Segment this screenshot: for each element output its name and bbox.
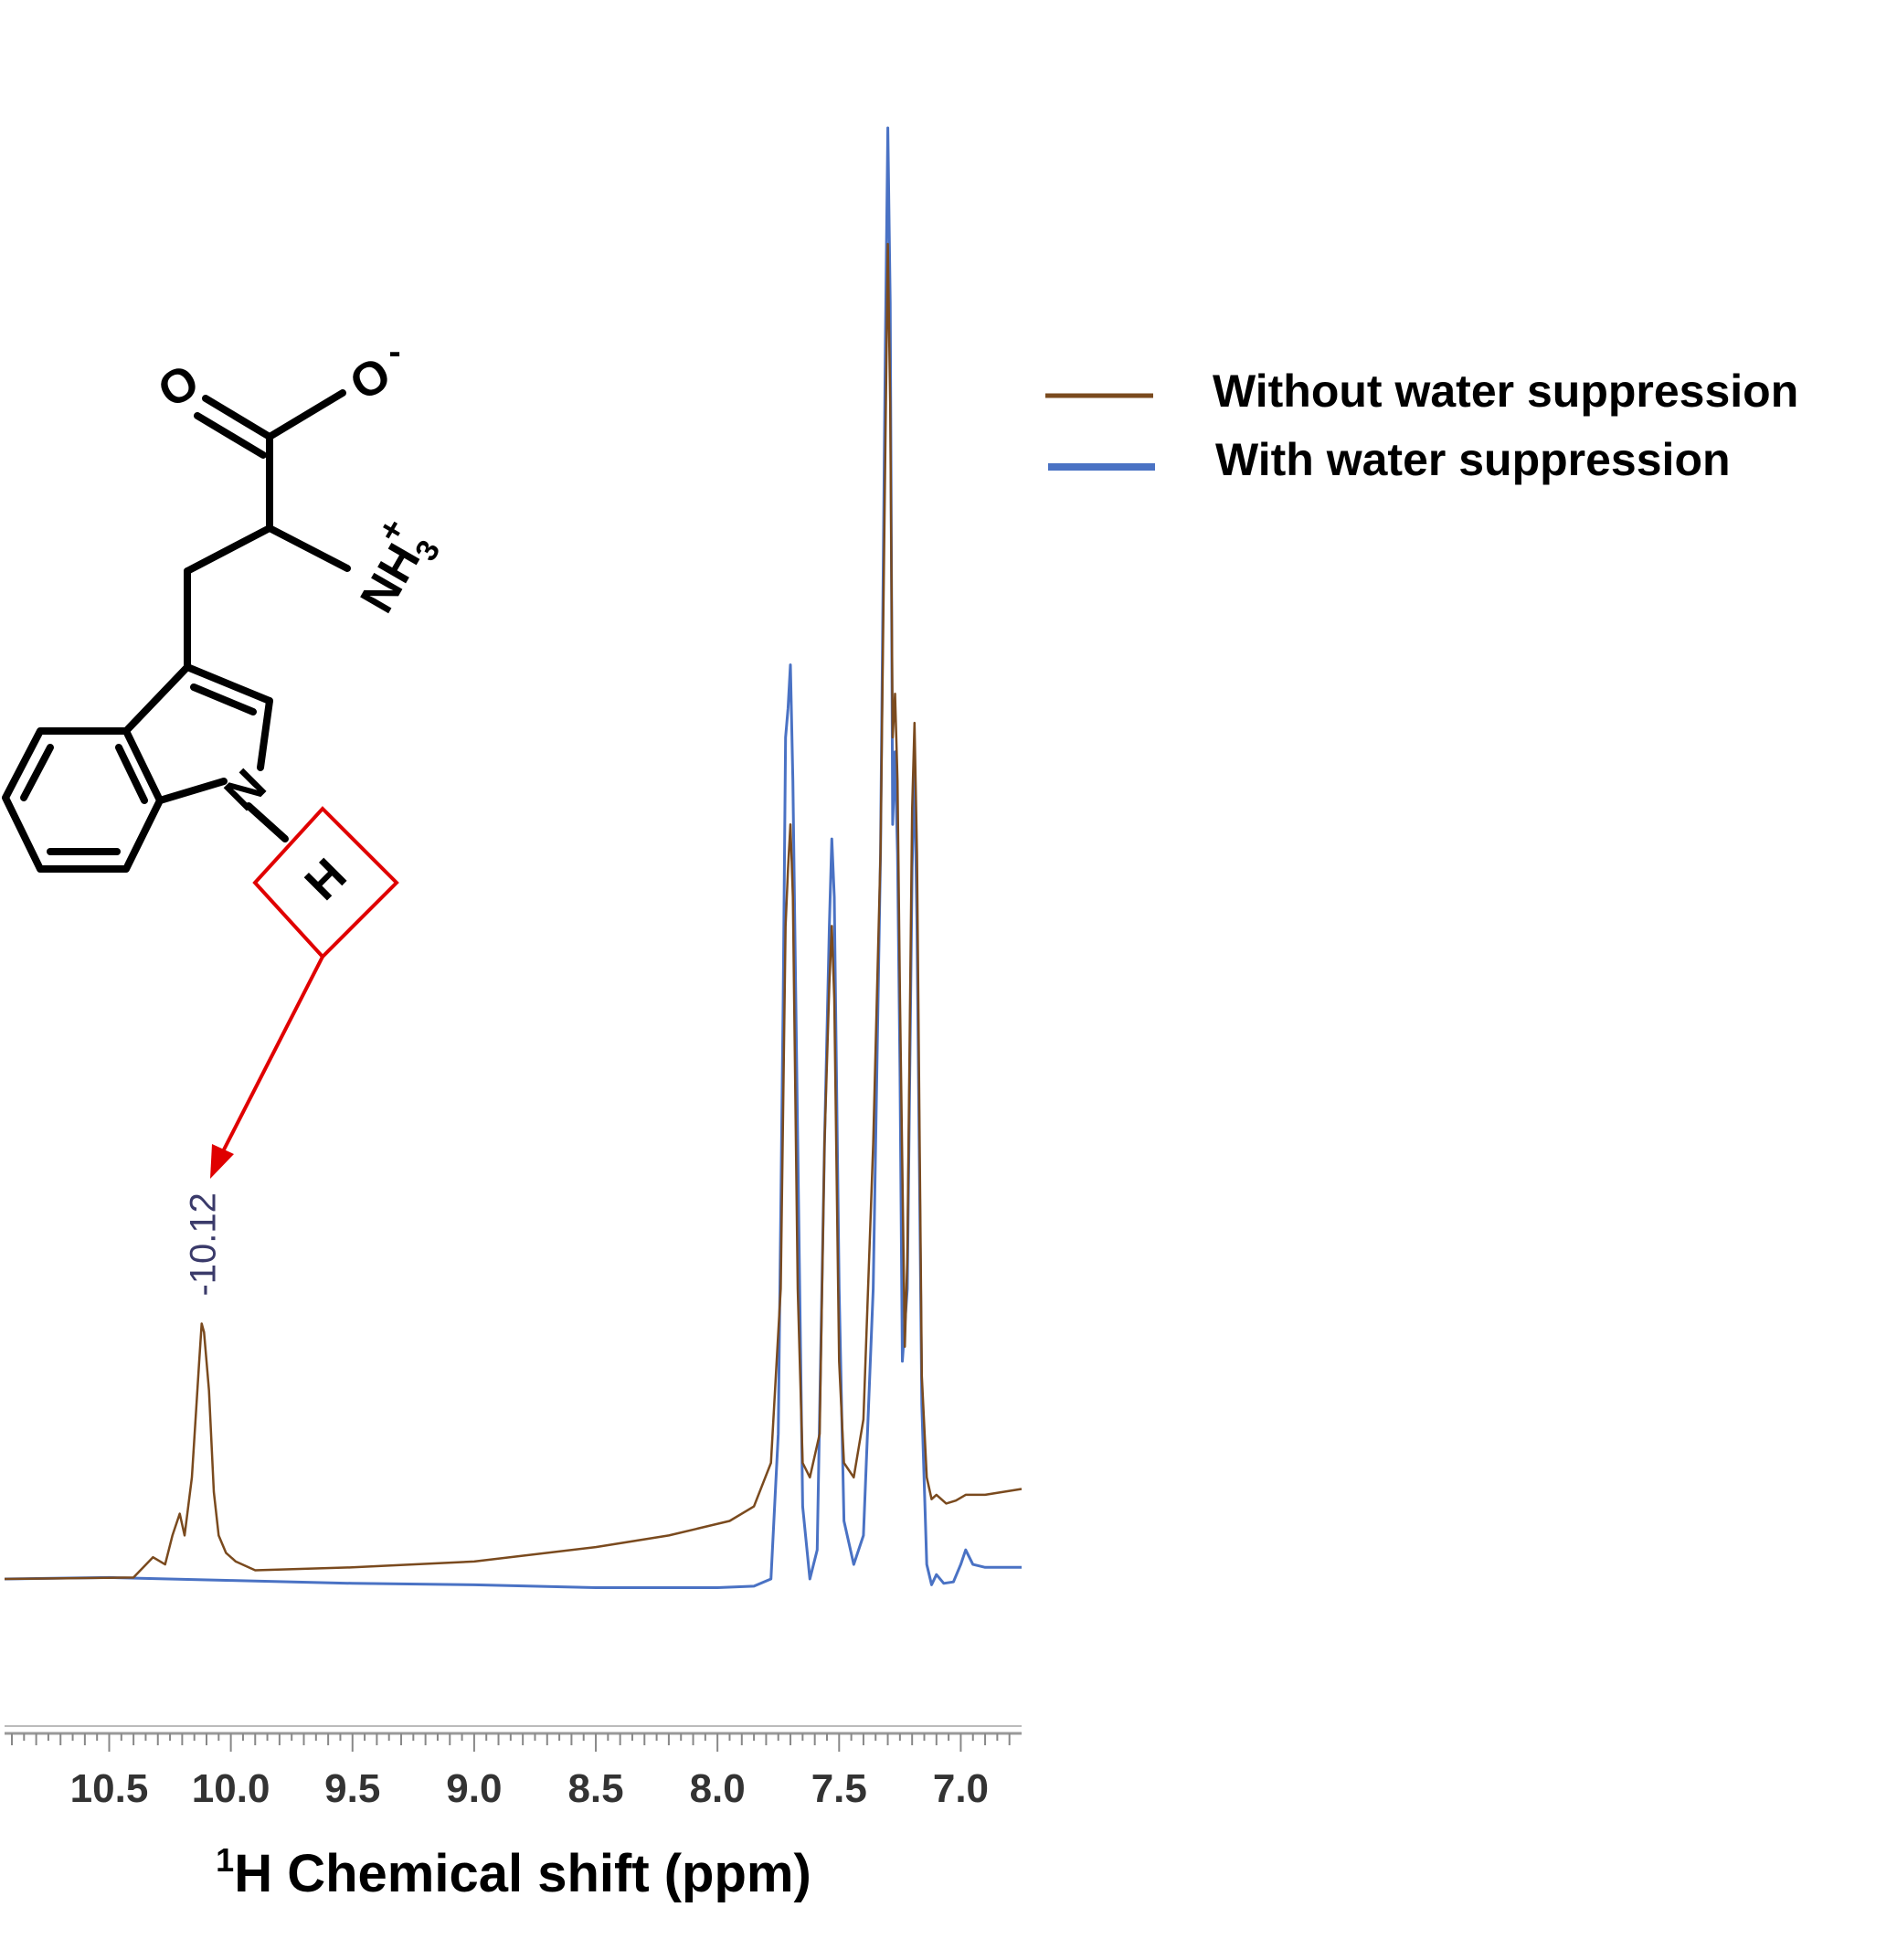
pyrrole-bond [257,697,273,771]
carbonyl-double-bond [194,412,267,459]
carbonyl-double-bond [202,395,273,440]
highlight-arrow-head [210,1144,234,1179]
x-tick-label: 8.0 [690,1766,746,1811]
x-ticks [10,1733,1011,1752]
indole-nh-bond [245,802,289,842]
nmr-spectrum: -10.12 10.5 10.0 9.5 9.0 8.5 8.0 7.5 7.0 1H Che… [4,126,1023,1903]
highlight-arrow-line [217,956,324,1160]
legend-label-without: Without water suppression [1213,366,1798,417]
pyrrole-double-bond [190,683,257,715]
trace-with-water-suppression [4,126,1022,1589]
x-tick-label: 10.5 [70,1766,149,1811]
amine-bond [266,524,351,572]
x-tick-labels: 10.5 10.0 9.5 9.0 8.5 8.0 7.5 7.0 [70,1766,989,1811]
benzene-double-bond [115,744,148,804]
benzene-double-bond [20,744,54,801]
pyrrole-bond [156,778,228,804]
ca-bond [184,524,273,575]
carbonyl-oxygen-label: O [149,355,207,418]
carboxylate-bond [266,389,346,440]
nh-highlight [217,806,399,1160]
legend: Without water suppression With water sup… [1045,366,1798,485]
x-tick-label: 7.5 [811,1766,867,1811]
pyrrole-bond [184,663,273,705]
x-tick-label: 8.5 [567,1766,623,1811]
spectrum-traces [4,126,1023,1589]
amine-group-label: N H 3 + [350,512,447,621]
trace-without-water-suppression [4,242,1023,1581]
peak-labels: -10.12 [184,1192,224,1296]
x-axis-title-text: H Chemical shift (ppm) [234,1844,811,1903]
peak-label: -10.12 [184,1192,224,1296]
carboxylate-charge-label: - [388,332,400,372]
indole-h-label: H [295,849,357,911]
x-tick-label: 10.0 [192,1766,270,1811]
tryptophan-structure [2,389,351,873]
x-tick-label: 9.0 [446,1766,502,1811]
x-axis-title-superscript: 1 [216,1841,234,1879]
x-tick-label: 7.0 [933,1766,989,1811]
x-axis-title: 1H Chemical shift (ppm) [216,1841,811,1903]
indole-n-label: N [215,759,277,821]
x-axis: 10.5 10.0 9.5 9.0 8.5 8.0 7.5 7.0 [5,1725,1022,1811]
legend-label-with: With water suppression [1215,434,1731,485]
x-tick-label: 9.5 [324,1766,380,1811]
pyrrole-bond [122,663,191,735]
